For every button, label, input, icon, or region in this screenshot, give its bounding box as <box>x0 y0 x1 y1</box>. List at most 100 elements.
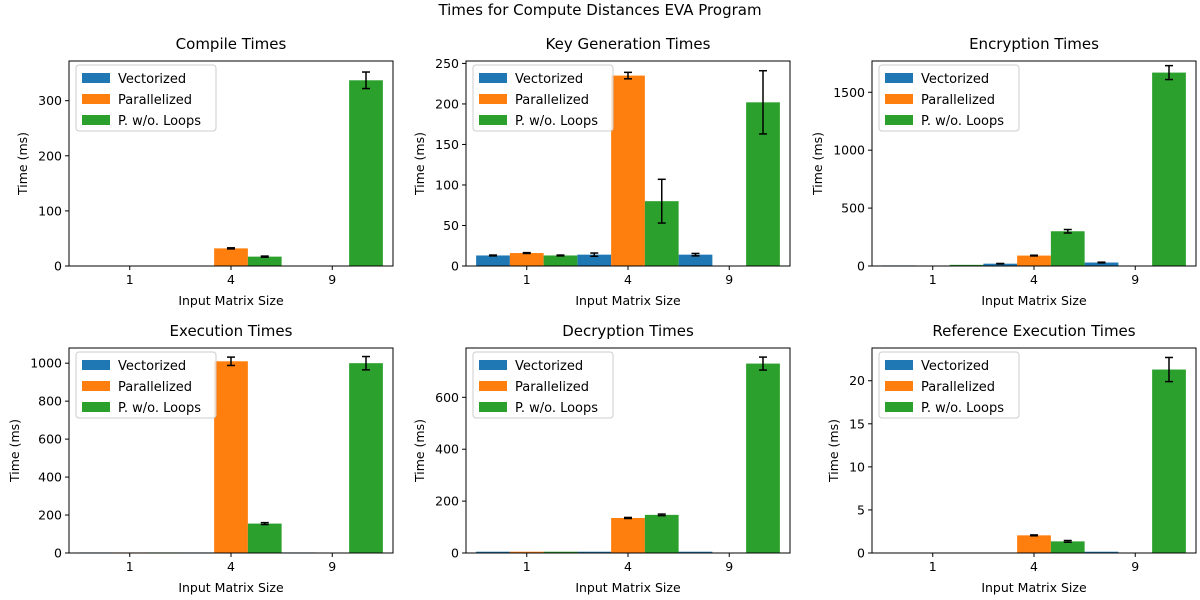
legend-label: Vectorized <box>921 72 989 87</box>
bar <box>247 523 282 553</box>
bar <box>1050 541 1085 553</box>
legend-label: Vectorized <box>515 359 583 374</box>
y-tick-label: 20 <box>849 373 865 388</box>
bar <box>577 551 612 553</box>
y-tick-label: 10 <box>849 459 865 474</box>
y-tick-label: 1000 <box>30 356 62 371</box>
bar <box>1017 255 1051 266</box>
legend-label: Vectorized <box>118 72 186 87</box>
y-tick-label: 200 <box>38 148 62 163</box>
x-axis-label: Input Matrix Size <box>178 580 284 595</box>
legend-swatch <box>479 115 507 125</box>
y-tick-label: 5 <box>857 502 865 517</box>
y-tick-label: 200 <box>435 494 459 509</box>
x-tick-label: 9 <box>328 559 336 574</box>
legend-box <box>75 64 217 132</box>
legend: Vectorized Parallelized P. w/o. Loops <box>75 351 217 419</box>
chart-title: Execution Times <box>170 322 293 340</box>
legend: Vectorized Parallelized P. w/o. Loops <box>878 64 1020 132</box>
y-tick-label: 400 <box>38 470 62 485</box>
y-tick-label: 0 <box>54 546 62 561</box>
y-tick-label: 800 <box>38 394 62 409</box>
x-tick-label: 4 <box>227 559 235 574</box>
y-tick-label: 100 <box>38 203 62 218</box>
y-tick-label: 600 <box>38 432 62 447</box>
legend-swatch <box>82 73 110 83</box>
legend-label: P. w/o. Loops <box>118 401 201 416</box>
y-tick-label: 0 <box>857 546 865 561</box>
x-tick-label: 1 <box>126 272 134 287</box>
bar <box>509 551 544 553</box>
y-tick-label: 150 <box>435 137 459 152</box>
chart-title: Compile Times <box>176 35 287 53</box>
bar <box>509 253 544 266</box>
bar <box>543 255 578 266</box>
legend-label: Vectorized <box>921 359 989 374</box>
x-axis-label: Input Matrix Size <box>981 293 1087 308</box>
legend-label: Parallelized <box>515 93 589 108</box>
chart-panel-2: 1 4 9 0 50 100 150 200 250 Key Generation Times In… <box>412 35 791 308</box>
y-tick-label: 250 <box>435 56 459 71</box>
bar <box>577 254 612 266</box>
legend-swatch <box>885 381 913 391</box>
x-tick-label: 9 <box>1131 272 1139 287</box>
bar <box>1152 72 1186 266</box>
x-tick-label: 4 <box>227 272 235 287</box>
y-tick-label: 400 <box>435 442 459 457</box>
chart-title: Encryption Times <box>969 35 1099 53</box>
bar <box>983 263 1018 266</box>
bar <box>349 363 383 553</box>
legend-label: Parallelized <box>118 380 192 395</box>
bar <box>1084 551 1119 553</box>
bar <box>476 551 510 553</box>
y-tick-label: 0 <box>451 546 459 561</box>
legend-swatch <box>885 402 913 412</box>
chart-title: Reference Execution Times <box>932 322 1135 340</box>
legend-label: P. w/o. Loops <box>515 114 598 129</box>
x-tick-label: 1 <box>929 272 937 287</box>
bar <box>678 254 713 266</box>
bar <box>247 256 282 266</box>
legend-swatch <box>885 73 913 83</box>
x-tick-label: 1 <box>523 272 531 287</box>
legend-swatch <box>82 115 110 125</box>
legend-box <box>472 64 614 132</box>
y-tick-label: 0 <box>54 259 62 274</box>
chart-title: Decryption Times <box>562 322 694 340</box>
legend-swatch <box>479 402 507 412</box>
y-tick-label: 200 <box>38 508 62 523</box>
chart-panel-3: 1 4 9 0 500 1000 1500 Encryption Times Input Mat… <box>810 35 1197 308</box>
y-tick-label: 1000 <box>833 143 865 158</box>
bar <box>476 255 510 266</box>
bar <box>1152 369 1186 553</box>
y-tick-label: 200 <box>435 96 459 111</box>
x-tick-label: 1 <box>929 559 937 574</box>
bar <box>611 517 645 553</box>
x-axis-label: Input Matrix Size <box>981 580 1087 595</box>
y-tick-label: 1500 <box>833 85 865 100</box>
y-tick-label: 15 <box>849 416 865 431</box>
legend: Vectorized Parallelized P. w/o. Loops <box>878 351 1020 419</box>
legend-label: P. w/o. Loops <box>921 114 1004 129</box>
bar <box>1050 231 1085 266</box>
legend-swatch <box>479 360 507 370</box>
legend-label: Vectorized <box>515 72 583 87</box>
chart-panel-4: 1 4 9 0 200 400 600 800 1000 Execution Times Input… <box>7 322 394 595</box>
legend-swatch <box>479 94 507 104</box>
x-axis-label: Input Matrix Size <box>575 293 681 308</box>
figure-title: Times for Compute Distances EVA Program <box>438 1 762 19</box>
bar <box>1017 535 1051 553</box>
chart-panel-1: 1 4 9 0 100 200 300 Compile Times Input Matrix S… <box>15 35 394 308</box>
legend-label: P. w/o. Loops <box>515 401 598 416</box>
legend-label: Parallelized <box>921 93 995 108</box>
bar <box>644 514 679 553</box>
legend: Vectorized Parallelized P. w/o. Loops <box>75 64 217 132</box>
bar <box>949 264 984 266</box>
x-tick-label: 1 <box>523 559 531 574</box>
legend-swatch <box>885 94 913 104</box>
y-axis-label: Time (ms) <box>412 132 427 196</box>
legend-label: Vectorized <box>118 359 186 374</box>
chart-panel-5: 1 4 9 0 200 400 600 Decryption Times Input Matri… <box>412 322 791 595</box>
legend-swatch <box>885 360 913 370</box>
